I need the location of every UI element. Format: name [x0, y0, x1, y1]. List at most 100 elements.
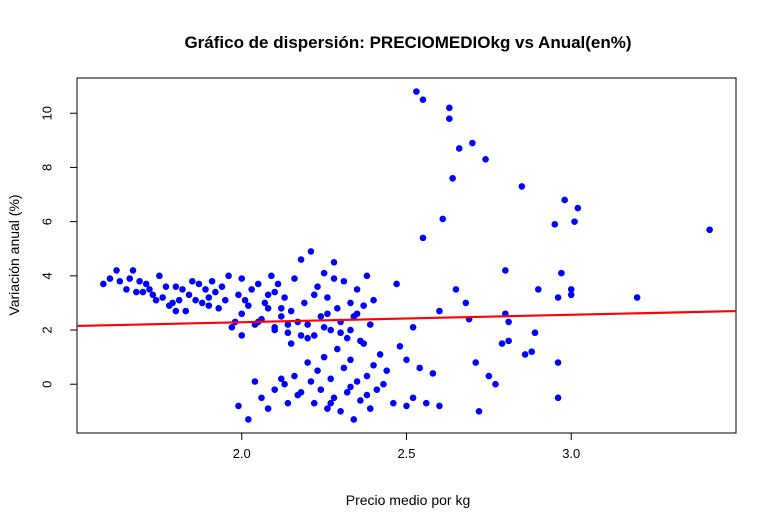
data-point: [294, 391, 302, 399]
data-point: [360, 340, 367, 347]
data-point: [175, 296, 183, 304]
data-point: [449, 174, 456, 182]
data-point: [152, 296, 160, 304]
data-point: [574, 204, 582, 212]
data-point: [571, 218, 578, 225]
data-point: [334, 345, 341, 353]
data-point: [554, 359, 562, 366]
data-point: [320, 324, 328, 331]
data-point: [334, 305, 341, 312]
data-point: [195, 280, 203, 288]
data-point: [284, 399, 292, 407]
data-point: [370, 361, 377, 369]
chart-title: Gráfico de dispersión: PRECIOMEDIOkg vs …: [184, 33, 631, 52]
data-point: [347, 299, 354, 307]
data-point: [136, 277, 143, 285]
data-point: [366, 321, 374, 328]
data-point: [192, 296, 199, 304]
data-point: [162, 283, 170, 290]
data-point: [475, 408, 483, 415]
data-point: [235, 402, 242, 410]
data-point: [502, 267, 509, 274]
data-point: [228, 324, 236, 331]
data-point: [518, 183, 526, 190]
data-point: [357, 397, 364, 404]
data-point: [169, 299, 176, 307]
data-point: [106, 275, 114, 282]
data-point: [208, 277, 216, 285]
data-point: [554, 294, 562, 301]
data-point: [212, 288, 219, 296]
data-point: [235, 291, 242, 299]
data-point: [528, 348, 536, 356]
data-point: [343, 334, 351, 342]
data-point: [373, 386, 381, 393]
data-point: [245, 302, 252, 309]
data-point: [337, 408, 344, 415]
data-point: [383, 367, 391, 374]
data-point: [446, 115, 453, 122]
data-point: [403, 402, 410, 410]
data-point: [291, 372, 298, 380]
data-point: [245, 416, 252, 423]
data-point: [264, 405, 272, 412]
data-point: [291, 275, 298, 282]
data-point: [142, 280, 150, 288]
x-tick-label: 3.0: [562, 446, 580, 461]
y-axis: 0 2 4 6 8 10: [39, 106, 77, 388]
data-point: [268, 272, 275, 280]
data-point: [317, 313, 325, 320]
data-point: [567, 286, 575, 293]
data-point: [436, 307, 443, 315]
data-point: [472, 359, 479, 366]
data-point: [307, 378, 315, 385]
data-point: [330, 275, 338, 282]
data-point: [419, 96, 427, 103]
data-point: [281, 294, 288, 301]
data-point: [129, 267, 137, 274]
data-point: [436, 402, 443, 410]
data-point: [264, 305, 272, 312]
data-point: [320, 269, 328, 277]
y-tick-label: 2: [39, 326, 54, 333]
data-point: [403, 356, 410, 364]
x-axis-label: Precio medio por kg: [346, 492, 471, 508]
regression-line: [76, 309, 737, 328]
data-point: [366, 405, 374, 412]
data-point: [363, 272, 371, 280]
data-point: [215, 305, 222, 312]
data-point: [324, 405, 331, 412]
data-point: [248, 286, 255, 293]
data-point: [297, 256, 305, 263]
data-point: [304, 359, 311, 366]
data-point: [198, 299, 206, 307]
data-point: [133, 288, 140, 296]
data-point: [439, 215, 447, 223]
data-point: [139, 288, 147, 296]
data-point: [498, 340, 506, 347]
data-point: [156, 272, 163, 280]
data-point: [261, 299, 269, 307]
data-point: [360, 302, 367, 309]
data-point: [554, 394, 562, 402]
data-point: [551, 221, 559, 228]
data-point: [343, 389, 351, 396]
data-point: [324, 294, 331, 301]
data-point: [205, 302, 213, 309]
data-point: [482, 155, 489, 163]
data-point: [380, 380, 387, 388]
data-point: [126, 275, 134, 282]
data-point: [347, 383, 354, 391]
data-point: [706, 226, 713, 234]
data-point: [182, 307, 190, 315]
data-point: [281, 380, 288, 388]
data-point: [146, 286, 153, 293]
data-point: [310, 399, 318, 407]
data-point: [409, 394, 417, 402]
data-point: [390, 399, 397, 407]
data-point: [633, 294, 641, 301]
data-point: [317, 386, 325, 393]
data-point: [452, 286, 460, 293]
data-point: [370, 296, 377, 304]
